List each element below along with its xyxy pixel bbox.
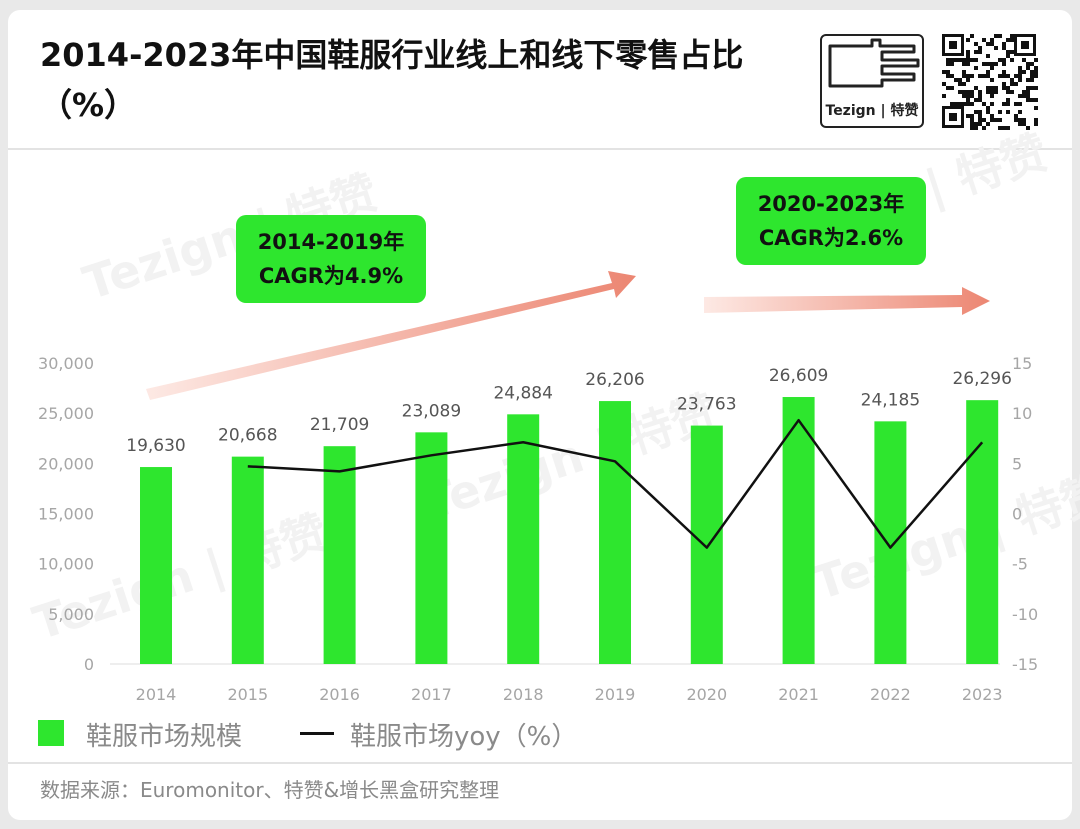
y-right-tick: -15: [1012, 655, 1038, 674]
trend-arrow-1: [146, 271, 636, 400]
header-divider: [8, 148, 1072, 150]
bar-2016: [323, 446, 356, 664]
chart-title: 2014-2023年中国鞋服行业线上和线下零售占比（%）: [40, 36, 744, 124]
annotation-1-line1: 2014-2019年: [257, 230, 405, 254]
y-right-tick: 5: [1012, 454, 1022, 473]
x-tick: 2018: [503, 685, 544, 704]
bar-value-label: 26,206: [585, 370, 644, 390]
annotation-1-line2: CAGR为4.9%: [258, 264, 404, 288]
x-tick: 2021: [778, 685, 819, 704]
footer-divider: [8, 762, 1072, 764]
source-note: 数据来源：Euromonitor、特赞&增长黑盒研究整理: [40, 778, 500, 802]
x-tick: 2015: [227, 685, 268, 704]
y-left-tick: 20,000: [38, 454, 94, 473]
y-left-tick: 5,000: [48, 605, 94, 624]
bar-2015: [231, 456, 264, 664]
bar-value-label: 23,763: [677, 395, 736, 415]
x-tick: 2023: [962, 685, 1003, 704]
bar-value-label: 19,630: [126, 436, 185, 456]
legend-bar-label: 鞋服市场规模: [86, 722, 243, 752]
logo-text: Tezign | 特赞: [825, 103, 919, 119]
y-left-tick: 25,000: [38, 404, 94, 423]
bar-2018: [507, 414, 540, 664]
bar-2021: [782, 397, 815, 664]
annotation-2-line2: CAGR为2.6%: [758, 226, 904, 250]
bar-value-label: 26,609: [769, 366, 828, 386]
x-tick: 2020: [686, 685, 727, 704]
bar-value-label: 24,884: [493, 383, 552, 403]
trend-arrow-2: [704, 287, 990, 315]
y-right-tick: 15: [1012, 354, 1032, 373]
bar-2020: [690, 425, 723, 664]
bar-2022: [874, 421, 907, 664]
y-left-tick: 30,000: [38, 354, 94, 373]
y-right-tick: -5: [1012, 555, 1028, 574]
thumbs-up-icon: [828, 38, 920, 88]
x-tick: 2019: [595, 685, 636, 704]
bar-2014: [140, 467, 172, 664]
y-left-tick: 0: [84, 655, 94, 674]
y-right-tick: -10: [1012, 605, 1038, 624]
annotation-2014-2019: 2014-2019年 CAGR为4.9%: [236, 215, 426, 303]
bar-value-label: 23,089: [402, 401, 461, 421]
x-tick: 2017: [411, 685, 452, 704]
watermark-3: Tezign | 特赞: [27, 505, 335, 652]
chart-card: [8, 10, 1072, 820]
legend-bar-swatch: [38, 720, 64, 746]
bar-value-label: 24,185: [861, 390, 920, 410]
yoy-line: [247, 418, 984, 549]
bar-value-label: 20,668: [218, 426, 277, 446]
bar-2023: [966, 400, 999, 664]
bar-2017: [415, 432, 448, 664]
y-right-tick: 0: [1012, 505, 1022, 524]
legend-line-label: 鞋服市场yoy（%）: [350, 722, 578, 752]
bar-value-label: 26,296: [952, 369, 1011, 389]
tezign-logo: Tezign | 特赞: [820, 34, 924, 128]
bar-2019: [599, 401, 631, 664]
legend-line-swatch: [300, 732, 334, 735]
x-tick: 2022: [870, 685, 911, 704]
y-left-tick: 10,000: [38, 555, 94, 574]
x-tick: 2016: [319, 685, 360, 704]
y-left-tick: 15,000: [38, 505, 94, 524]
y-right-tick: 10: [1012, 404, 1032, 423]
annotation-2020-2023: 2020-2023年 CAGR为2.6%: [736, 177, 926, 265]
bar-value-label: 21,709: [310, 415, 369, 435]
qr-code: [940, 32, 1038, 130]
annotation-2-line1: 2020-2023年: [757, 192, 905, 216]
x-tick: 2014: [136, 685, 177, 704]
